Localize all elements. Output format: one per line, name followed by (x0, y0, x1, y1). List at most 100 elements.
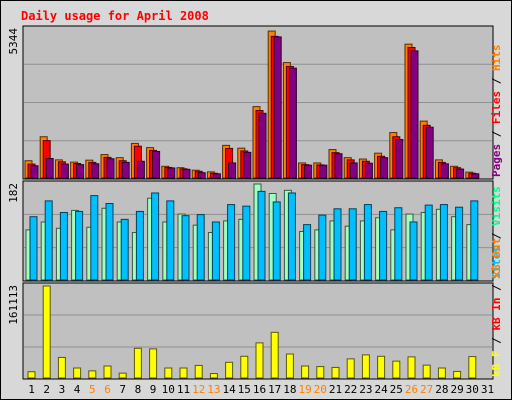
bar-sites-day-28 (439, 204, 448, 281)
x-tick-label-day-5: 5 (89, 383, 96, 396)
bar-kb-f-day-26 (407, 356, 416, 379)
bar-sites-day-3 (59, 211, 68, 281)
bar-kb-f-day-9 (149, 348, 158, 379)
bar-sites-day-25 (394, 207, 403, 281)
bar-pages-day-25 (395, 139, 404, 179)
x-tick-label-day-6: 6 (104, 383, 111, 396)
bar-kb-f-day-30 (468, 356, 477, 379)
bar-sites-day-29 (455, 206, 464, 281)
legend-separator: / (490, 124, 503, 144)
legend-kb-f: kB F (490, 351, 503, 378)
bar-kb-f-day-11 (179, 367, 188, 379)
bar-pages-day-28 (440, 163, 449, 179)
bar-pages-day-18 (288, 67, 297, 179)
x-tick-label-day-21: 21 (329, 383, 342, 396)
legend-kb-out: kB Out (490, 238, 503, 278)
bar-pages-day-12 (197, 172, 206, 179)
bar-kb-f-day-14 (225, 361, 234, 379)
y-legend-pages-files-hits: Pages / Files / Hits (490, 45, 503, 178)
bar-pages-day-20 (319, 164, 328, 179)
bar-kb-f-day-17 (270, 331, 279, 379)
bar-pages-day-7 (121, 161, 130, 179)
x-tick-label-day-24: 24 (374, 383, 388, 396)
x-tick-label-day-23: 23 (359, 383, 372, 396)
bar-kb-f-day-28 (437, 367, 446, 379)
x-tick-label-day-1: 1 (28, 383, 35, 396)
x-tick-label-day-20: 20 (314, 383, 327, 396)
bar-kb-f-day-24 (377, 355, 386, 379)
bar-pages-day-3 (60, 163, 69, 179)
x-tick-label-day-26: 26 (405, 383, 418, 396)
x-tick-label-day-16: 16 (253, 383, 266, 396)
bar-pages-day-15 (243, 151, 252, 179)
bar-kb-f-day-3 (57, 356, 66, 379)
x-tick-label-day-19: 19 (298, 383, 311, 396)
legend-separator: / (490, 71, 503, 91)
x-tick-label-day-2: 2 (43, 383, 50, 396)
x-tick-label-day-3: 3 (59, 383, 66, 396)
bar-sites-day-27 (424, 204, 433, 281)
bar-kb-f-day-2 (42, 285, 51, 379)
bar-pages-day-30 (471, 173, 480, 179)
bar-kb-f-day-8 (133, 347, 142, 379)
bar-kb-f-day-27 (422, 364, 431, 379)
x-tick-label-day-15: 15 (238, 383, 251, 396)
y-legend-kbout-kbin-kbf: kB F / kB In / kB Out (490, 238, 503, 377)
bar-sites-day-11 (181, 215, 190, 281)
legend-visits: Visits (490, 186, 503, 226)
y-max-label-kbout-kbin-kbf: 161113 (7, 285, 20, 325)
bar-kb-f-day-25 (392, 360, 401, 379)
x-tick-label-day-11: 11 (177, 383, 190, 396)
legend-pages: Pages (490, 144, 503, 177)
bar-sites-day-2 (44, 200, 53, 281)
x-tick-label-day-13: 13 (207, 383, 220, 396)
bar-kb-f-day-13 (209, 373, 218, 379)
bar-sites-day-16 (257, 190, 266, 281)
bar-kb-f-day-18 (285, 353, 294, 379)
x-tick-label-day-12: 12 (192, 383, 205, 396)
bar-pages-day-21 (334, 153, 343, 179)
bar-kb-f-day-10 (164, 367, 173, 379)
bar-sites-day-26 (409, 221, 418, 281)
x-tick-label-day-30: 30 (466, 383, 479, 396)
bar-kb-f-day-4 (73, 367, 82, 379)
bar-sites-day-30 (470, 200, 479, 281)
bar-sites-day-23 (363, 204, 372, 281)
bar-sites-day-22 (348, 208, 357, 281)
bar-pages-day-9 (152, 151, 161, 179)
x-tick-label-day-22: 22 (344, 383, 357, 396)
bar-sites-day-9 (151, 192, 160, 281)
x-tick-label-day-4: 4 (74, 383, 81, 396)
bar-sites-day-14 (227, 204, 236, 281)
bar-kb-f-day-23 (361, 354, 370, 379)
bar-pages-day-11 (182, 168, 191, 179)
x-tick-label-day-18: 18 (283, 383, 296, 396)
bar-kb-f-day-21 (331, 366, 340, 379)
bar-sites-day-13 (211, 221, 220, 281)
bar-sites-day-21 (333, 208, 342, 281)
legend-sites: Sites (490, 246, 503, 279)
legend-kb-in: kB In (490, 298, 503, 331)
bar-pages-day-17 (273, 36, 282, 179)
x-tick-label-day-9: 9 (150, 383, 157, 396)
bar-sites-day-7 (120, 218, 129, 281)
legend-files: Files (490, 91, 503, 124)
legend-separator: / (490, 278, 503, 298)
bar-kb-f-day-20 (316, 366, 325, 379)
x-tick-label-day-27: 27 (420, 383, 433, 396)
y-max-label-visits-sites: 182 (7, 183, 20, 203)
x-tick-label-day-28: 28 (435, 383, 448, 396)
bar-sites-day-1 (29, 216, 38, 281)
x-tick-label-day-14: 14 (222, 383, 236, 396)
bar-sites-day-12 (196, 214, 205, 281)
bar-kb-f-day-5 (88, 370, 97, 379)
legend-separator: / (490, 331, 503, 351)
bar-sites-day-8 (135, 210, 144, 281)
bar-kb-f-day-15 (240, 355, 249, 379)
bar-sites-day-17 (272, 201, 281, 281)
bar-pages-day-6 (106, 158, 115, 179)
bar-pages-day-29 (456, 168, 465, 179)
bar-pages-day-16 (258, 112, 267, 179)
